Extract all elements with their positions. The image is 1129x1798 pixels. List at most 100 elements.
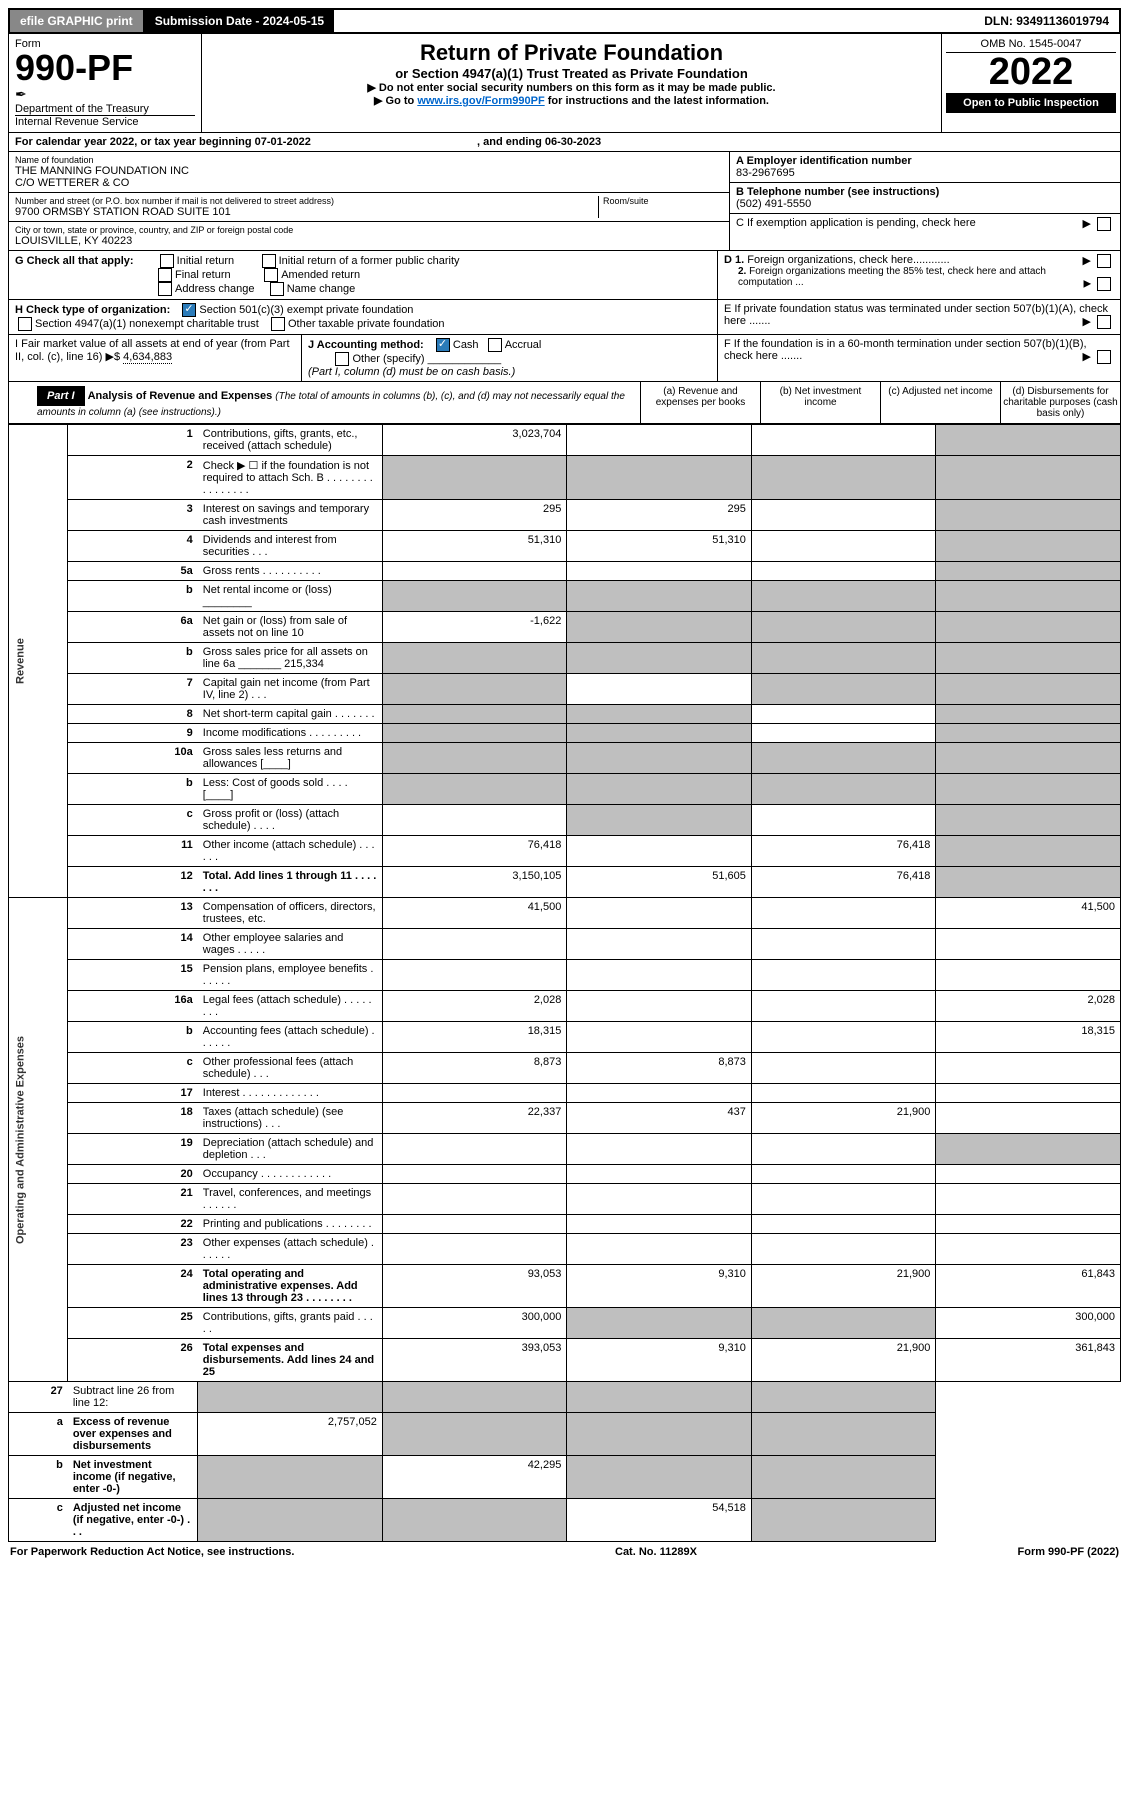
cell-d — [936, 674, 1121, 705]
cell-c — [751, 500, 936, 531]
cell-a: -1,622 — [382, 612, 567, 643]
cell-a — [382, 1165, 567, 1184]
line-label: Excess of revenue over expenses and disb… — [68, 1413, 198, 1456]
cell-d — [936, 774, 1121, 805]
chk-other-tax[interactable] — [271, 317, 285, 331]
cell-d — [936, 960, 1121, 991]
c-checkbox[interactable] — [1097, 217, 1111, 231]
line-number: a — [9, 1413, 68, 1456]
cell-b — [567, 774, 752, 805]
table-row: 10aGross sales less returns and allowanc… — [9, 743, 1121, 774]
chk-accrual[interactable] — [488, 338, 502, 352]
city-label: City or town, state or province, country… — [15, 225, 723, 235]
chk-initial-former[interactable] — [262, 254, 276, 268]
line-label: Net gain or (loss) from sale of assets n… — [198, 612, 383, 643]
cell-c: 21,900 — [751, 1339, 936, 1382]
line-number: 17 — [68, 1084, 198, 1103]
cell-a — [382, 1184, 567, 1215]
table-row: aExcess of revenue over expenses and dis… — [9, 1413, 1121, 1456]
cell-b — [567, 898, 752, 929]
line-label: Subtract line 26 from line 12: — [68, 1382, 198, 1413]
cell-c — [751, 1134, 936, 1165]
table-row: cAdjusted net income (if negative, enter… — [9, 1499, 1121, 1542]
note-goto: ▶ Go to www.irs.gov/Form990PF for instru… — [208, 94, 935, 107]
irs-link[interactable]: www.irs.gov/Form990PF — [417, 95, 544, 107]
chk-cash[interactable] — [436, 338, 450, 352]
line-number: 5a — [68, 562, 198, 581]
cell-d: 61,843 — [936, 1265, 1121, 1308]
table-row: 6aNet gain or (loss) from sale of assets… — [9, 612, 1121, 643]
cell-a — [382, 581, 567, 612]
chk-501c3[interactable] — [182, 303, 196, 317]
cell-c — [751, 643, 936, 674]
line-label: Pension plans, employee benefits . . . .… — [198, 960, 383, 991]
table-row: 12Total. Add lines 1 through 11 . . . . … — [9, 867, 1121, 898]
opt-initial-former: Initial return of a former public charit… — [279, 255, 460, 267]
line-number: b — [9, 1456, 68, 1499]
chk-address[interactable] — [158, 282, 172, 296]
table-row: bNet investment income (if negative, ent… — [9, 1456, 1121, 1499]
cell-a — [382, 562, 567, 581]
form-number: 990-PF — [15, 50, 195, 86]
line-number: 1 — [68, 425, 198, 456]
page-footer: For Paperwork Reduction Act Notice, see … — [8, 1542, 1121, 1562]
line-label: Accounting fees (attach schedule) . . . … — [198, 1022, 383, 1053]
opt-name: Name change — [287, 283, 356, 295]
cell-d — [936, 562, 1121, 581]
cell-d — [936, 1215, 1121, 1234]
cal-end: , and ending 06-30-2023 — [477, 136, 601, 148]
line-number: 25 — [68, 1308, 198, 1339]
cell-a: 41,500 — [382, 898, 567, 929]
e-label: E If private foundation status was termi… — [717, 300, 1120, 334]
e-checkbox[interactable] — [1097, 315, 1111, 329]
ein-label: A Employer identification number — [736, 155, 1114, 167]
d2-checkbox[interactable] — [1097, 277, 1111, 291]
goto-pre: ▶ Go to — [374, 95, 417, 107]
cell-a: 3,150,105 — [382, 867, 567, 898]
submission-date: Submission Date - 2024-05-15 — [145, 10, 334, 32]
cell-c: 76,418 — [751, 867, 936, 898]
table-row: 2Check ▶ ☐ if the foundation is not requ… — [9, 456, 1121, 500]
line-number: 14 — [68, 929, 198, 960]
chk-name[interactable] — [270, 282, 284, 296]
d1-checkbox[interactable] — [1097, 254, 1111, 268]
table-row: cOther professional fees (attach schedul… — [9, 1053, 1121, 1084]
cell-b — [567, 456, 752, 500]
chk-final[interactable] — [158, 268, 172, 282]
line-number: 7 — [68, 674, 198, 705]
cell-c — [751, 562, 936, 581]
efile-print-btn[interactable]: efile GRAPHIC print — [10, 10, 145, 32]
chk-4947[interactable] — [18, 317, 32, 331]
cell-a — [382, 1234, 567, 1265]
cell-a: 2,028 — [382, 991, 567, 1022]
city-state-zip: LOUISVILLE, KY 40223 — [15, 235, 723, 247]
cell-d: 361,843 — [936, 1339, 1121, 1382]
table-row: 26Total expenses and disbursements. Add … — [9, 1339, 1121, 1382]
opt-initial: Initial return — [177, 255, 234, 267]
line-number: 11 — [68, 836, 198, 867]
line-number: 20 — [68, 1165, 198, 1184]
identity-block: Name of foundation THE MANNING FOUNDATIO… — [8, 152, 1121, 251]
cell-c: 76,418 — [751, 836, 936, 867]
line-label: Printing and publications . . . . . . . … — [198, 1215, 383, 1234]
form-header: Form 990-PF ✒ Department of the Treasury… — [8, 34, 1121, 133]
cell-c — [751, 898, 936, 929]
part1-title: Analysis of Revenue and Expenses — [88, 390, 273, 402]
table-row: 7Capital gain net income (from Part IV, … — [9, 674, 1121, 705]
addr-label: Number and street (or P.O. box number if… — [15, 196, 598, 206]
chk-initial[interactable] — [160, 254, 174, 268]
cell-b — [567, 743, 752, 774]
chk-amended[interactable] — [264, 268, 278, 282]
cell-a — [382, 960, 567, 991]
table-row: Operating and Administrative Expenses13C… — [9, 898, 1121, 929]
table-row: 24Total operating and administrative exp… — [9, 1265, 1121, 1308]
line-number: 18 — [68, 1103, 198, 1134]
cell-c — [751, 705, 936, 724]
f-checkbox[interactable] — [1097, 350, 1111, 364]
cell-b — [567, 1215, 752, 1234]
line-label: Adjusted net income (if negative, enter … — [68, 1499, 198, 1542]
cell-c — [751, 612, 936, 643]
table-row: 16aLegal fees (attach schedule) . . . . … — [9, 991, 1121, 1022]
section-g-d: G Check all that apply: Initial return I… — [8, 251, 1121, 300]
chk-other-method[interactable] — [335, 352, 349, 366]
